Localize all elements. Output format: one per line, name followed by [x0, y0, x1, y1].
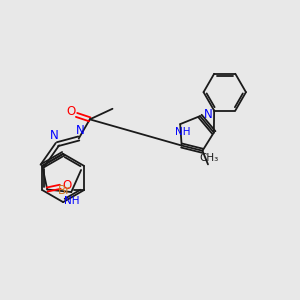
Text: NH: NH: [176, 128, 191, 137]
Text: O: O: [66, 106, 75, 118]
Text: CH₃: CH₃: [199, 153, 218, 163]
Text: O: O: [62, 179, 71, 192]
Text: NH: NH: [64, 196, 79, 206]
Text: N: N: [76, 124, 85, 137]
Text: N: N: [50, 129, 59, 142]
Text: N: N: [204, 108, 213, 121]
Text: Br: Br: [58, 184, 71, 196]
